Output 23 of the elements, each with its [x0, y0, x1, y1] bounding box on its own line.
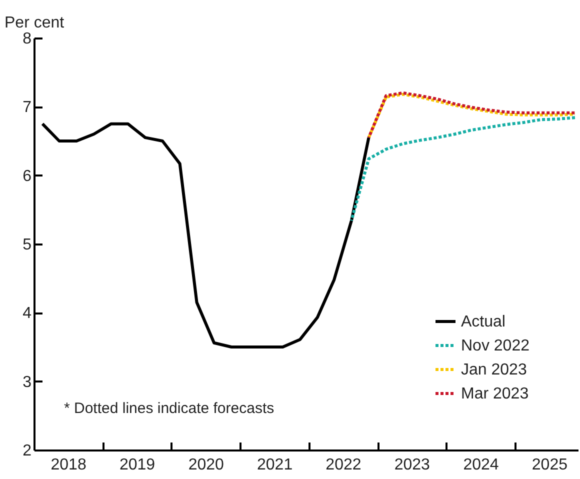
x-tick-label: 2020 — [188, 456, 224, 474]
x-tick-label: 2018 — [50, 456, 86, 474]
line-series — [40, 122, 370, 348]
y-tick-label: 5 — [22, 236, 32, 254]
annotation: * Dotted lines indicate forecasts — [64, 400, 274, 417]
y-tick-label: 6 — [22, 168, 32, 185]
y-tick-label: 7 — [22, 99, 32, 116]
x-tick-label: 2019 — [119, 456, 156, 474]
y-tick-label: 2 — [22, 442, 32, 460]
x-tick-label: 2023 — [394, 456, 430, 474]
y-axis-title: Per cent — [4, 14, 65, 32]
x-tick-label: 2022 — [326, 456, 362, 474]
y-tick-label: 3 — [22, 374, 32, 391]
legend-label: Mar 2023 — [461, 386, 529, 402]
y-tick-label: 4 — [22, 305, 32, 322]
x-tick-label: 2021 — [256, 456, 293, 474]
legend-label: Actual — [461, 314, 506, 330]
x-tick-label: 2024 — [463, 456, 499, 474]
legend-label: Nov 2022 — [461, 338, 530, 354]
legend-label: Jan 2023 — [461, 362, 527, 378]
y-tick-label: 8 — [22, 30, 32, 48]
x-tick-label: 2025 — [532, 456, 568, 474]
line-series — [350, 116, 576, 222]
